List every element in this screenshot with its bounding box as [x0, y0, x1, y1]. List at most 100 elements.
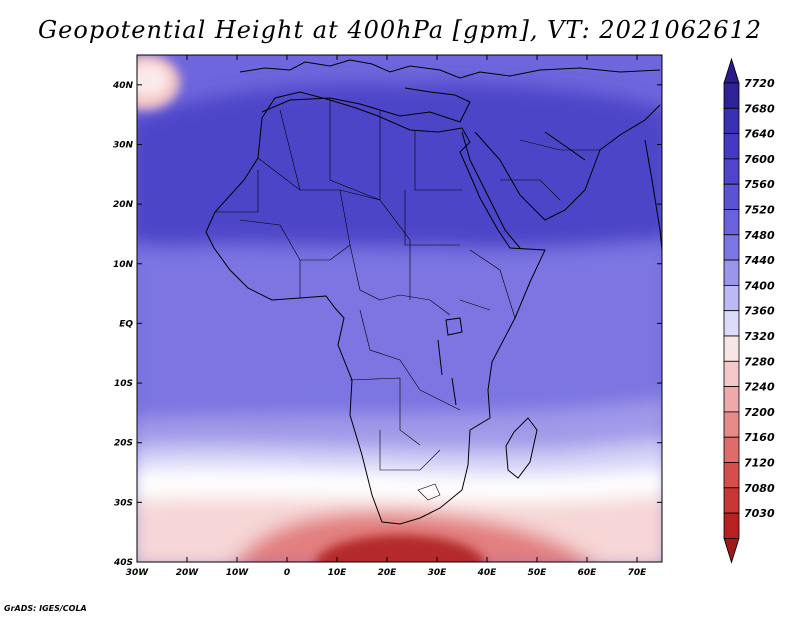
colorbar-label: 7680	[744, 102, 775, 115]
lon-tick-label: 10E	[328, 568, 348, 578]
border-line	[349, 244, 401, 301]
border-line	[519, 139, 600, 151]
colorbar-swatch	[723, 284, 740, 312]
madagascar-coastline	[505, 417, 538, 479]
borders	[215, 100, 600, 501]
colorbar-swatch	[723, 310, 740, 337]
colorbar-label: 7080	[744, 482, 775, 495]
lat-tick-label: 40S	[113, 558, 133, 568]
colorbar-label: 7240	[744, 381, 775, 394]
lake-tanganyika	[437, 339, 443, 376]
border-line	[399, 294, 451, 316]
lon-tick-label: 20E	[378, 568, 398, 578]
lon-tick-label: 40E	[477, 568, 498, 578]
colorbar-label: 7160	[744, 431, 775, 444]
border-line	[279, 109, 301, 191]
border-line	[257, 157, 381, 201]
border-line	[379, 430, 441, 471]
field-tropic	[137, 240, 662, 425]
colorbar-swatch	[723, 234, 740, 261]
lat-axis: 40N 30N 20N 10N EQ 10S 20S 30S 40S	[112, 81, 662, 568]
lat-tick-label: 20S	[114, 439, 133, 449]
colorbar-swatch	[723, 259, 740, 286]
lon-tick-label: 50E	[528, 568, 548, 578]
border-line	[329, 100, 381, 201]
border-line	[339, 189, 351, 246]
colorbar-label: 7560	[744, 178, 775, 191]
colorbar-swatch	[723, 487, 740, 514]
colorbar-top-arrow	[723, 57, 740, 84]
colorbar-swatch	[723, 183, 740, 210]
colorbar-swatch	[723, 436, 740, 463]
colorbar: 7720 7680 7640 7600 7560 7520 7480 7440 7400 7360…	[723, 57, 775, 564]
border-line	[459, 299, 491, 311]
colorbar-swatch	[723, 360, 740, 387]
colorbar-label: 7720	[744, 77, 775, 90]
lon-tick-label: 0	[284, 568, 290, 578]
lat-tick-label: 40N	[112, 81, 134, 91]
coastlines	[205, 59, 662, 525]
colorbar-label: 7640	[744, 128, 775, 141]
lat-tick-label: 10N	[113, 260, 134, 270]
colorbar-label: 7360	[744, 305, 775, 318]
lon-tick-label: 10W	[226, 568, 250, 578]
lat-tick-label: EQ	[119, 319, 133, 329]
lon-axis: 30W 20W 10W 0 10E 20E 30E 40E 50E 60E 70E	[126, 55, 647, 578]
border-line	[469, 249, 516, 319]
plot-frame	[136, 54, 663, 563]
field-red-core	[315, 535, 485, 562]
colorbar-label: 7030	[744, 507, 775, 520]
colorbar-label: 7120	[744, 457, 775, 470]
border-line	[404, 190, 460, 246]
lon-tick-label: 30E	[428, 568, 448, 578]
colorbar-swatch	[723, 107, 740, 135]
lon-tick-label: 70E	[628, 568, 648, 578]
persian-gulf-coastline	[544, 131, 586, 161]
colorbar-swatch	[723, 411, 740, 438]
colorbar-label: 7440	[744, 254, 775, 267]
border-line	[359, 309, 421, 391]
colorbar-label: 7400	[744, 279, 775, 292]
colorbar-swatch	[723, 335, 740, 362]
field-nw-white	[137, 64, 168, 96]
lake-malawi	[451, 377, 457, 406]
colorbar-label: 7320	[744, 330, 775, 343]
colorbar-label: 7480	[744, 229, 775, 242]
border-line	[417, 483, 441, 501]
colorbar-swatch	[723, 133, 740, 160]
lon-tick-label: 30W	[126, 568, 150, 578]
lat-tick-label: 20N	[113, 200, 134, 210]
field-north-max	[137, 83, 662, 250]
colorbar-label: 7600	[744, 153, 775, 166]
lat-tick-label: 10S	[114, 379, 133, 389]
arabia-coastline	[474, 104, 661, 221]
colorbar-swatch	[723, 462, 740, 489]
mediterranean-coastline	[261, 87, 471, 123]
europe-coastline	[239, 59, 661, 79]
red-sea-coastline	[461, 131, 521, 249]
lon-tick-label: 20W	[176, 568, 200, 578]
lat-tick-label: 30S	[114, 498, 133, 508]
colorbar-label: 7520	[744, 204, 775, 217]
colorbar-swatch	[723, 386, 740, 413]
border-line	[414, 130, 462, 191]
border-line	[500, 179, 561, 201]
height-field	[137, 55, 662, 562]
colorbar-label: 7280	[744, 355, 775, 368]
border-line	[379, 110, 411, 300]
border-line	[419, 389, 461, 411]
colorbar-swatch	[723, 209, 740, 236]
colorbar-swatch	[723, 158, 740, 185]
colorbar-swatch	[723, 82, 740, 109]
lake-victoria	[445, 317, 463, 336]
colorbar-swatch	[723, 512, 740, 539]
india-coastline	[644, 139, 662, 251]
lat-tick-label: 30N	[113, 140, 134, 150]
colorbar-bottom-arrow	[723, 538, 740, 564]
border-line	[215, 170, 259, 213]
africa-coastline	[205, 91, 546, 525]
colorbar-label: 7200	[744, 406, 775, 419]
border-line	[349, 377, 421, 446]
lon-tick-label: 60E	[578, 568, 598, 578]
